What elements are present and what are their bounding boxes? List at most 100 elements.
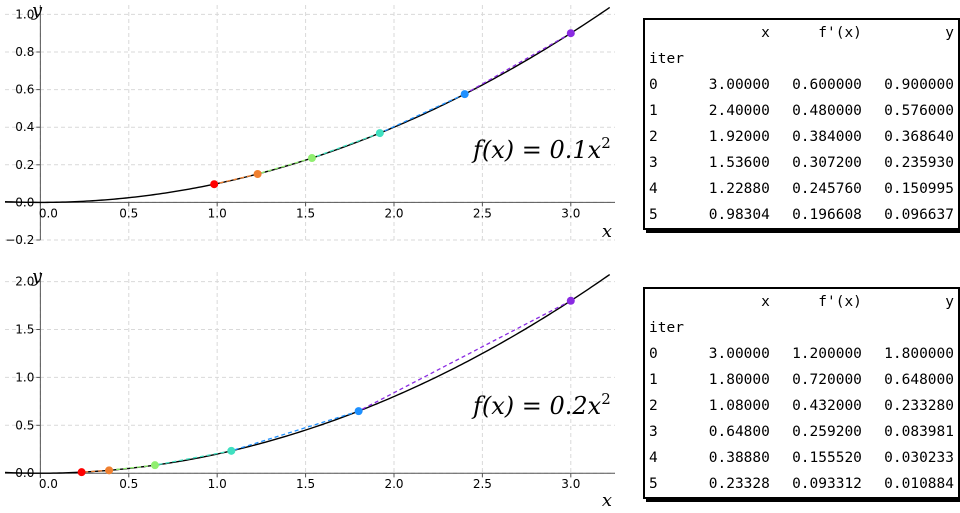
table-cell: 0.600000	[792, 77, 862, 93]
table-header-cell: x	[761, 294, 770, 310]
iteration-point	[105, 466, 114, 475]
iteration-point	[77, 468, 86, 477]
y-tick-label: 1.5	[15, 322, 34, 336]
iteration-point	[307, 154, 316, 163]
table-row: 4 0.38880 0.155520 0.030233	[645, 445, 958, 471]
table-cell: 0.196608	[792, 207, 862, 223]
table-cell: 1.22880	[708, 181, 770, 197]
iteration-segment	[81, 469, 110, 473]
table-cell: 4	[649, 181, 658, 197]
chart-bottom: 0.0 0.5 1.0 1.5 2.0 2.5 3.00.00.51.01.52.0xyf(…	[4, 266, 615, 511]
table-cell: 1	[649, 103, 658, 119]
x-axis-label: x	[602, 490, 612, 511]
iteration-segment	[231, 410, 359, 452]
table-cell: 4	[649, 450, 658, 466]
iteration-segment	[109, 464, 156, 471]
table-cell: 3.00000	[708, 346, 770, 362]
y-tick-label: 0.8	[15, 45, 34, 59]
table-row: 3 1.53600 0.307200 0.235930	[645, 150, 958, 176]
y-tick-label: −0.2	[5, 233, 34, 247]
iteration-point	[253, 170, 262, 179]
formula-label: f(x) = 0.2x2	[471, 390, 611, 420]
table-cell: 1.08000	[708, 398, 770, 414]
table-cell: 0.384000	[792, 129, 862, 145]
table-cell: 0.233280	[884, 398, 954, 414]
y-tick-label: 1.0	[15, 7, 34, 21]
table-cell: 3.00000	[708, 77, 770, 93]
iteration-point	[210, 180, 219, 189]
table-cell: 0.648000	[884, 372, 954, 388]
table-row: 1 2.40000 0.480000 0.576000	[645, 98, 958, 124]
iteration-point	[375, 129, 384, 138]
table-header-cell: f'(x)	[818, 25, 862, 41]
x-tick-label: 0.0	[39, 477, 58, 491]
iteration-segment	[214, 173, 258, 185]
table-cell: 0.480000	[792, 103, 862, 119]
table-header-cell: y	[945, 294, 954, 310]
table-row: 1 1.80000 0.720000 0.648000	[645, 367, 958, 393]
table-row: 5 0.98304 0.196608 0.096637	[645, 202, 958, 228]
table-cell: 1.800000	[884, 346, 954, 362]
table-cell: 5	[649, 207, 658, 223]
table-cell: 0.720000	[792, 372, 862, 388]
iteration-point	[566, 296, 575, 305]
table-cell: 0.030233	[884, 450, 954, 466]
table-header-row: x f'(x) y	[645, 20, 958, 46]
table-row: 0 3.00000 0.600000 0.900000	[645, 72, 958, 98]
table-cell: 0.150995	[884, 181, 954, 197]
iteration-point	[227, 446, 236, 455]
formula-label: f(x) = 0.1x2	[471, 134, 611, 164]
x-tick-label: 0.0	[39, 206, 58, 220]
iteration-point	[460, 90, 469, 99]
table-header-cell: y	[945, 25, 954, 41]
x-tick-label: 2.0	[384, 206, 403, 220]
table-header-cell	[645, 20, 688, 46]
table-cell: 0.368640	[884, 129, 954, 145]
y-tick-label: 1.0	[15, 370, 34, 384]
x-tick-label: 2.5	[473, 206, 492, 220]
table-cell: 0.093312	[792, 476, 862, 492]
table-index-name-row: iter	[645, 315, 958, 341]
table-header-cell	[645, 289, 688, 315]
table-cell: 2	[649, 129, 658, 145]
iteration-segment	[257, 157, 313, 175]
table-header-cell: x	[761, 25, 770, 41]
y-tick-label: 0.4	[15, 120, 34, 134]
iteration-segment	[311, 132, 381, 159]
iteration-table-bottom: x f'(x) y iter 0 3.00000 1.200000 1.8000…	[643, 287, 960, 499]
x-tick-label: 1.5	[296, 206, 315, 220]
table-cell: 0.23328	[708, 476, 770, 492]
table-cell: 0.096637	[884, 207, 954, 223]
y-axis-label: y	[31, 0, 43, 21]
x-tick-label: 1.0	[208, 206, 227, 220]
table-cell: 0.010884	[884, 476, 954, 492]
table-cell: 0.259200	[792, 424, 862, 440]
table-row: 0 3.00000 1.200000 1.800000	[645, 341, 958, 367]
table-row: 5 0.23328 0.093312 0.010884	[645, 471, 958, 497]
table-cell: 0	[649, 77, 658, 93]
table-row: 3 0.64800 0.259200 0.083981	[645, 419, 958, 445]
x-tick-label: 0.5	[119, 477, 138, 491]
iteration-point	[566, 29, 575, 38]
table-cell: 3	[649, 155, 658, 171]
y-tick-label: 0.6	[15, 83, 34, 97]
iteration-point	[150, 461, 159, 470]
table-cell: 0	[649, 346, 658, 362]
table-cell: 0.98304	[708, 207, 770, 223]
x-tick-label: 2.5	[473, 477, 492, 491]
iteration-point	[354, 407, 363, 416]
x-tick-label: 0.5	[119, 206, 138, 220]
table-cell: 0.432000	[792, 398, 862, 414]
table-cell: 0.083981	[884, 424, 954, 440]
iteration-segment	[379, 93, 465, 134]
iteration-segment	[358, 300, 572, 412]
iteration-segment	[464, 32, 572, 95]
iteration-segment	[154, 450, 232, 466]
table-row: 2 1.92000 0.384000 0.368640	[645, 124, 958, 150]
table-index-name: iter	[649, 51, 684, 67]
table-cell: 1	[649, 372, 658, 388]
table-cell: 3	[649, 424, 658, 440]
table-cell: 1.80000	[708, 372, 770, 388]
table-cell: 0.245760	[792, 181, 862, 197]
